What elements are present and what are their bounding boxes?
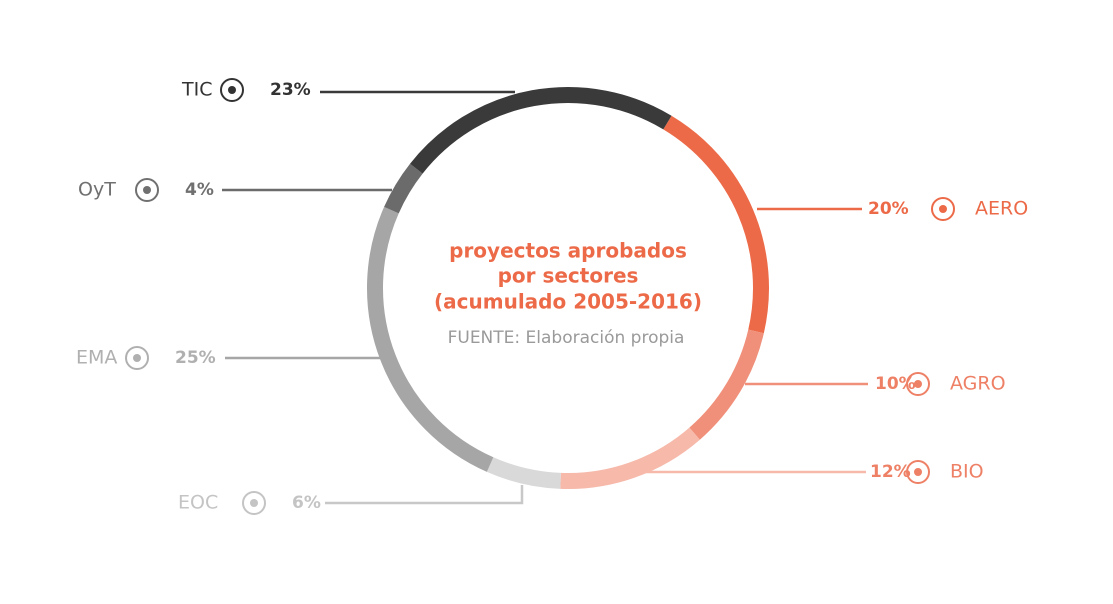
donut-segment: [560, 427, 700, 489]
donut-segment: [367, 206, 494, 472]
leader-line: [325, 485, 524, 505]
sector-icon: [906, 460, 930, 484]
value-label: 12%: [870, 462, 911, 482]
sector-icon: [220, 78, 244, 102]
title-line: por sectores: [498, 264, 639, 288]
sector-icon-dot: [228, 86, 236, 94]
sector-icon-dot: [914, 380, 922, 388]
category-label: OyT: [78, 179, 116, 201]
category-label: BIO: [950, 461, 984, 483]
subtitle: FUENTE: Elaboración propia: [448, 328, 685, 348]
sector-icon-dot: [939, 205, 947, 213]
value-label: 23%: [270, 80, 311, 100]
sector-icon-dot: [133, 354, 141, 362]
sector-icon: [135, 178, 159, 202]
value-label: 20%: [868, 199, 909, 219]
donut-segment: [410, 87, 672, 174]
category-label: EMA: [76, 347, 117, 369]
donut-segment: [689, 329, 764, 440]
sector-icon-dot: [250, 499, 258, 507]
title-line: (acumulado 2005-2016): [434, 290, 702, 314]
category-label: TIC: [181, 79, 212, 101]
value-label: 6%: [292, 493, 321, 513]
sector-icon-dot: [143, 186, 151, 194]
category-label: EOC: [178, 492, 218, 514]
donut-segment: [384, 163, 423, 214]
title-line: proyectos aprobados: [449, 239, 687, 263]
sector-icon: [906, 372, 930, 396]
sector-icon-dot: [914, 468, 922, 476]
donut-segment: [663, 115, 769, 334]
donut-segment: [486, 457, 562, 489]
sector-icon: [125, 346, 149, 370]
value-label: 10%: [875, 374, 916, 394]
category-label: AERO: [975, 198, 1028, 220]
value-label: 25%: [175, 348, 216, 368]
category-label: AGRO: [950, 373, 1006, 395]
value-label: 4%: [185, 180, 214, 200]
sector-icon: [242, 491, 266, 515]
sector-icon: [931, 197, 955, 221]
